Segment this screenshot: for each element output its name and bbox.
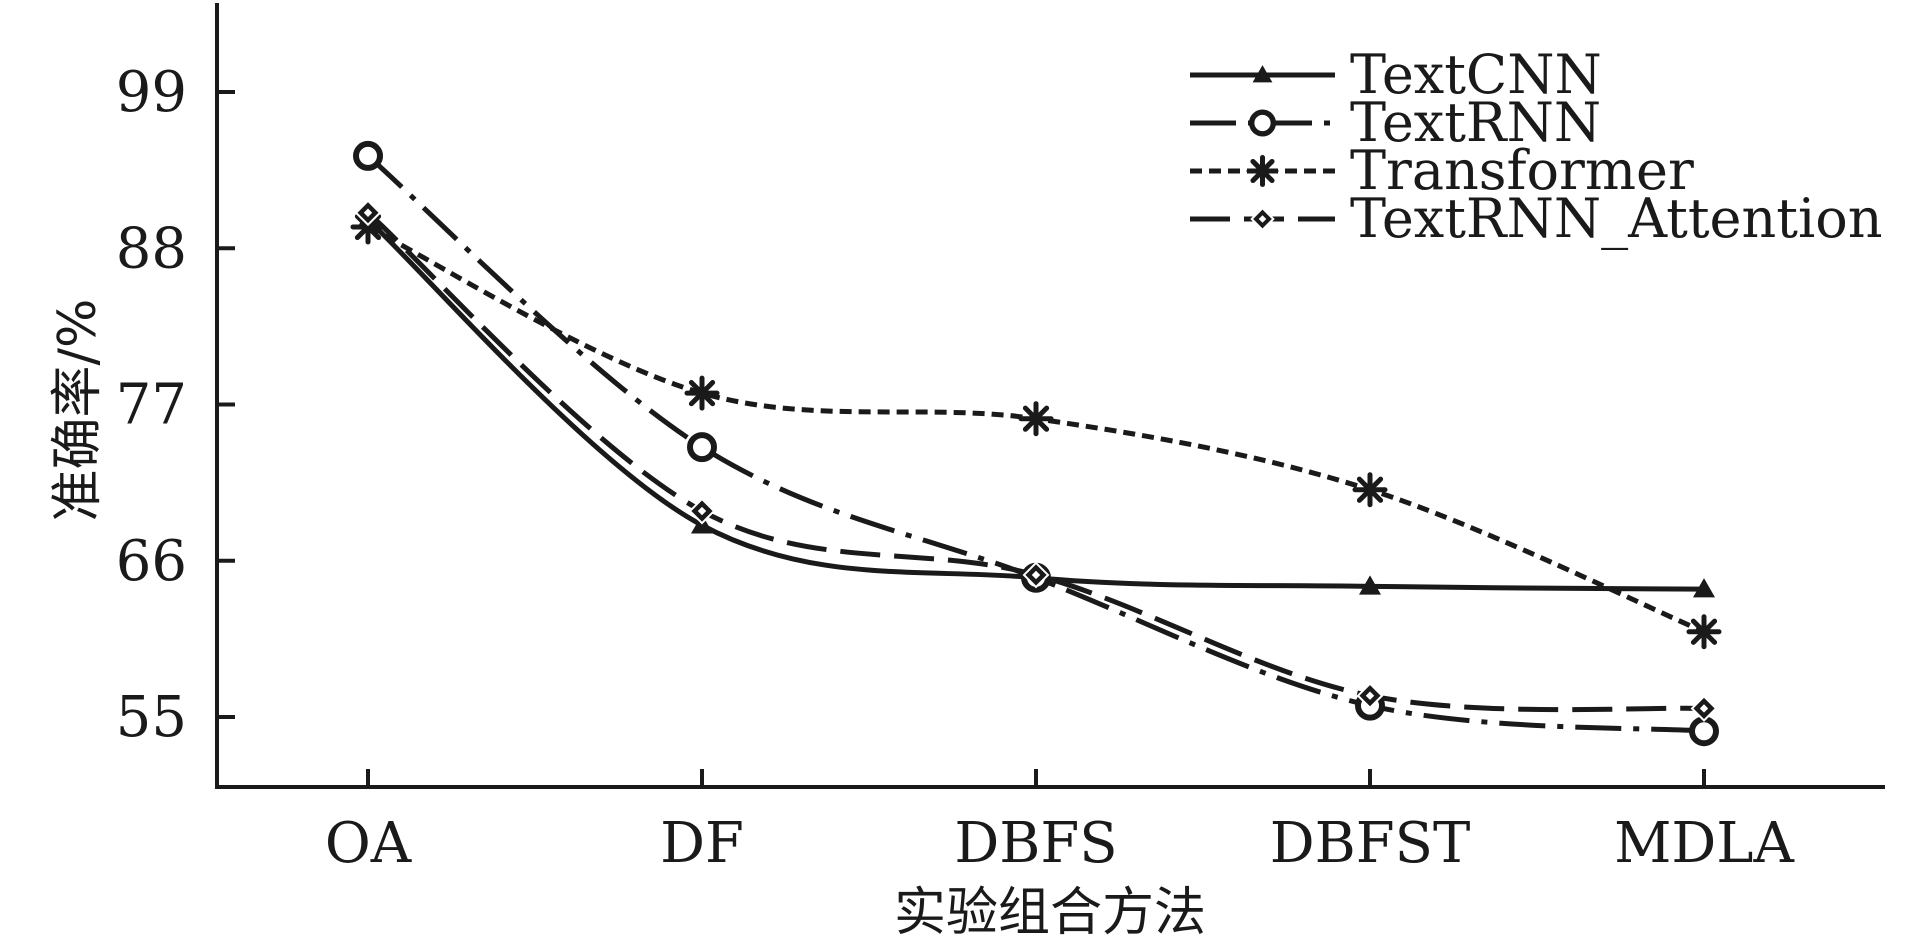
- legend: TextCNNTextRNNTransformerTextRNN_Attenti…: [1190, 43, 1883, 250]
- legend-marker-textrnn-attention: [1250, 206, 1275, 232]
- legend-label-textrnn: TextRNN: [1350, 91, 1601, 154]
- data-point-textrnn-attention-1: [688, 497, 716, 525]
- data-point-textrnn-0: [353, 140, 383, 171]
- data-point-transformer-3: [1352, 472, 1388, 508]
- x-tick-label: DBFST: [1270, 811, 1471, 876]
- data-point-transformer-4: [1686, 614, 1722, 650]
- y-tick-label: 88: [116, 216, 187, 281]
- legend-label-textrnn-attention: TextRNN_Attention: [1350, 187, 1883, 250]
- data-point-transformer-2: [1018, 401, 1054, 437]
- ticks: 55 66 77 88 99 OA DF DBFS DBFST MDLA: [116, 60, 1795, 876]
- data-point-textrnn-attention-0: [354, 199, 382, 227]
- data-point-transformer-1: [684, 375, 720, 411]
- data-point-textrnn-attention-3: [1356, 682, 1384, 710]
- y-tick-label: 66: [116, 529, 187, 594]
- legend-label-textcnn: TextCNN: [1350, 43, 1602, 106]
- y-tick-label: 55: [116, 685, 187, 750]
- x-tick-label: DF: [660, 811, 744, 876]
- legend-marker-textrnn: [1248, 109, 1276, 137]
- data-point-textcnn-3: [1359, 575, 1381, 595]
- x-tick-label: OA: [325, 811, 412, 876]
- series: [350, 140, 1722, 747]
- x-tick-label: DBFS: [954, 811, 1117, 876]
- axes: [215, 3, 1885, 789]
- legend-label-transformer: Transformer: [1350, 139, 1694, 202]
- legend-marker-textcnn: [1252, 65, 1273, 83]
- y-tick-label: 77: [116, 373, 187, 438]
- data-point-textrnn-attention-2: [1022, 561, 1050, 589]
- x-axis-title: 实验组合方法: [894, 883, 1206, 943]
- data-point-textcnn-4: [1693, 578, 1715, 598]
- data-point-textrnn-4: [1689, 716, 1719, 747]
- x-tick-label: MDLA: [1614, 811, 1794, 876]
- legend-marker-transformer: [1246, 155, 1279, 187]
- data-point-textrnn-attention-4: [1690, 695, 1718, 722]
- y-axis-title: 准确率/%: [48, 299, 108, 522]
- data-point-textrnn-1: [687, 432, 717, 463]
- y-tick-label: 99: [116, 60, 187, 125]
- series-line-textrnn-attention: [366, 210, 1705, 713]
